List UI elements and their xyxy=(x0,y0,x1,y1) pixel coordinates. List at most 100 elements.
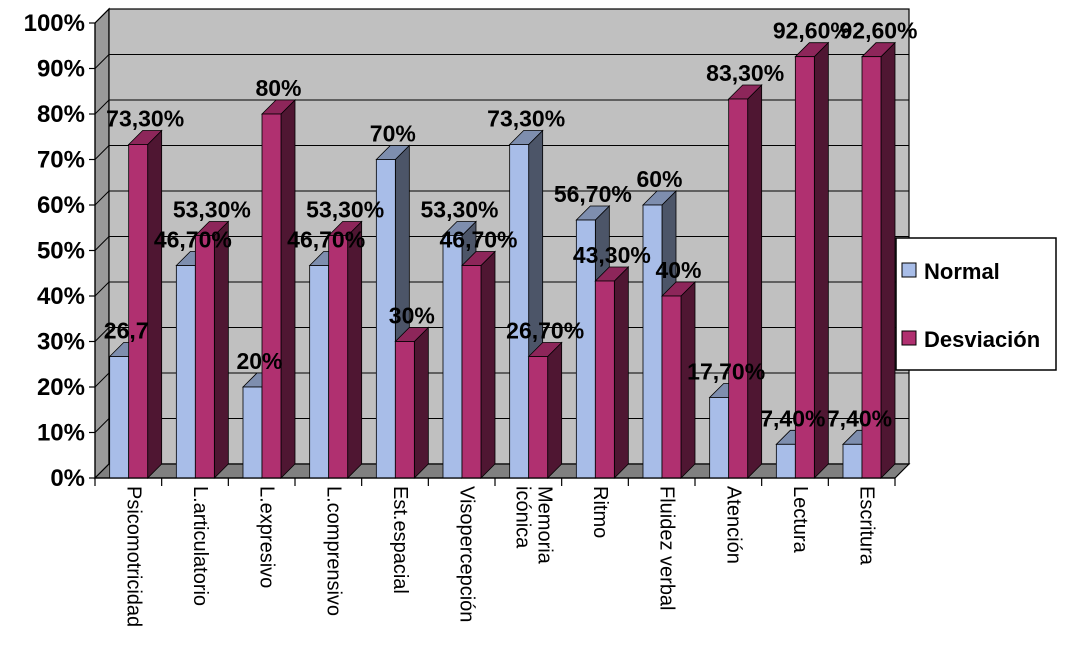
x-category-label: L.expresivo xyxy=(256,486,278,588)
x-category-label: Visopercepción xyxy=(456,486,478,622)
bar-front xyxy=(709,397,730,479)
legend: Normal Desviación xyxy=(895,237,1057,371)
bar-front xyxy=(328,235,349,479)
gridlines xyxy=(94,8,909,433)
x-category-label: Psicomotricidad xyxy=(122,486,144,627)
bar-desviacion xyxy=(394,326,430,479)
bar-side xyxy=(547,341,563,479)
data-label: 70% xyxy=(370,121,416,147)
bar-front xyxy=(128,144,149,479)
data-label: 46,70% xyxy=(287,227,365,253)
bar-front xyxy=(661,295,682,479)
bar-side xyxy=(480,250,496,479)
y-tick-label: 20% xyxy=(37,374,85,401)
bar-desviacion xyxy=(661,281,696,479)
bar-front xyxy=(194,235,215,479)
data-label: 17,70% xyxy=(687,358,765,384)
bar-desviacion xyxy=(861,41,896,479)
bar-front xyxy=(394,341,415,479)
bar-desviacion xyxy=(261,99,296,479)
bar-front xyxy=(442,235,463,479)
data-label: 30% xyxy=(389,303,435,329)
data-labels: 26,7 73,30% 46,70% 53,30% 20% 80% 46,70% 53,30%… xyxy=(104,18,918,432)
data-label: 46,70% xyxy=(154,227,232,253)
data-label: 80% xyxy=(255,75,301,101)
bar-desviacion xyxy=(527,341,563,479)
data-label: 46,70% xyxy=(439,227,517,253)
bar-front xyxy=(594,280,615,479)
data-label: 26,70% xyxy=(506,318,584,344)
legend-swatch-desviacion xyxy=(901,330,917,346)
x-category-label: Atención xyxy=(722,486,744,564)
x-category-label: L.comprensivo xyxy=(322,486,344,616)
y-tick-label: 10% xyxy=(37,420,85,447)
bar-front xyxy=(842,443,863,479)
bar-desviacion xyxy=(794,41,830,479)
bar-front xyxy=(309,265,330,479)
y-tick-label: 30% xyxy=(37,329,85,356)
data-label: 7,40% xyxy=(760,405,825,431)
x-category-label: Ritmo xyxy=(589,486,611,538)
bar-desviacion xyxy=(327,220,363,479)
bar-front xyxy=(461,265,482,479)
gridline xyxy=(94,8,909,24)
gridline xyxy=(94,418,909,433)
bar-front xyxy=(775,443,796,479)
y-tick-label: 80% xyxy=(37,101,85,128)
bar-desviacion xyxy=(194,220,230,479)
y-axis-ticks: 0% 10% 20% 30% 40% 50% 60% 70% 80% 90% 100% xyxy=(24,10,96,492)
data-label: 92,60% xyxy=(773,18,851,44)
bar-front xyxy=(242,386,263,479)
bar-side xyxy=(413,326,429,479)
bar-desviacion xyxy=(727,84,763,479)
y-tick-label: 90% xyxy=(37,56,85,83)
data-label: 20% xyxy=(236,348,282,374)
y-tick-label: 50% xyxy=(37,238,85,265)
y-tick-label: 70% xyxy=(37,147,85,174)
data-label: 26,7 xyxy=(104,318,149,344)
bar-desviacion xyxy=(594,266,630,479)
y-tick-label: 60% xyxy=(37,192,85,219)
gridline xyxy=(94,54,909,69)
gridline xyxy=(94,190,909,206)
bar-side xyxy=(347,220,363,479)
data-label: 92,60% xyxy=(839,18,917,44)
data-label: 43,30% xyxy=(573,242,651,268)
x-axis-labels: Psicomotricidad L.articulatorio L.expresiv… xyxy=(94,477,896,627)
bar-front xyxy=(109,356,130,479)
bar-desviacion xyxy=(461,250,496,479)
gridline xyxy=(94,145,909,160)
data-label: 53,30% xyxy=(173,196,251,222)
bar-front xyxy=(175,265,196,479)
x-category-label: Escritura xyxy=(856,486,878,566)
data-label: 53,30% xyxy=(306,196,384,222)
y-tick-label: 0% xyxy=(50,465,85,492)
data-label: 73,30% xyxy=(487,105,565,131)
legend-label-normal: Normal xyxy=(924,259,1000,284)
legend-box xyxy=(895,237,1057,371)
y-tick-label: 40% xyxy=(37,283,85,310)
bar-side xyxy=(613,266,629,479)
bars xyxy=(108,41,896,479)
gridline xyxy=(94,327,909,342)
bar-front xyxy=(261,113,282,479)
data-label: 73,30% xyxy=(106,105,184,131)
bar-side xyxy=(280,99,296,479)
bar-desviacion xyxy=(127,129,163,479)
legend-swatch-normal xyxy=(901,262,917,278)
x-category-label: Fluidez verbal xyxy=(656,486,678,611)
gridline xyxy=(94,236,909,251)
x-category-label: Est.espacial xyxy=(389,486,411,594)
x-category-label: Lectura xyxy=(789,486,811,554)
x-category-label: Memoria xyxy=(533,486,555,565)
gridline xyxy=(94,372,909,388)
x-category-label: L.articulatorio xyxy=(189,486,211,606)
data-label: 83,30% xyxy=(706,60,784,86)
data-label: 60% xyxy=(636,166,682,192)
gridline xyxy=(94,281,909,297)
bar-side xyxy=(213,220,229,479)
data-label: 53,30% xyxy=(420,196,498,222)
y-tick-label: 100% xyxy=(24,10,85,37)
gridline xyxy=(94,99,909,115)
